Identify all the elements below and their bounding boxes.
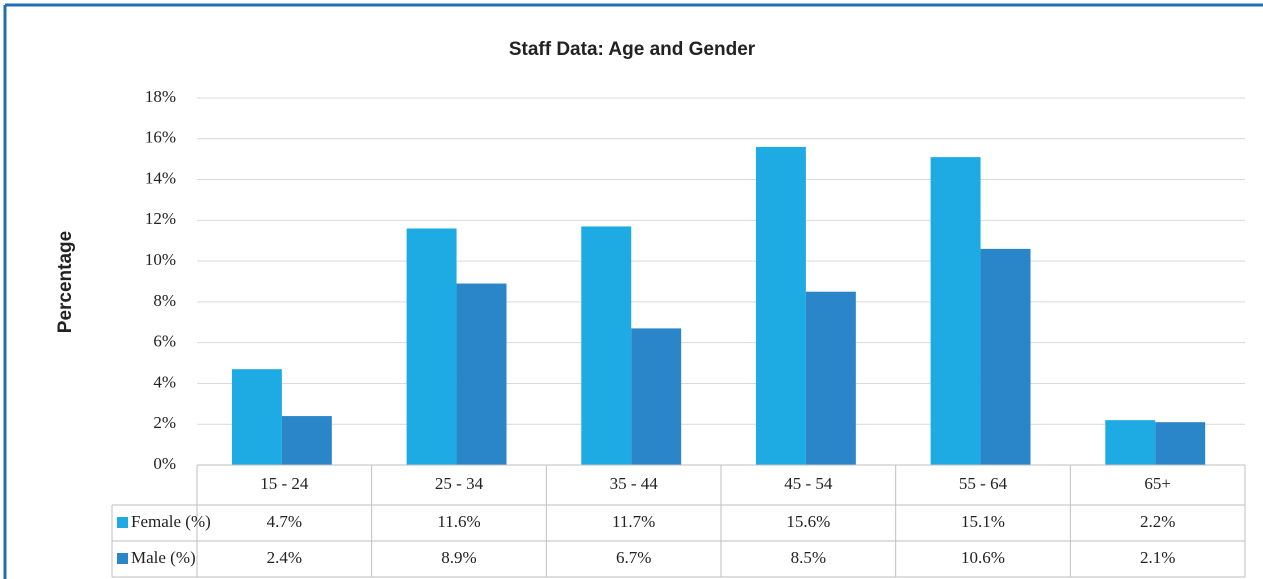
bar <box>1105 420 1156 465</box>
chart-title: Staff Data: Age and Gender <box>509 39 756 60</box>
y-tick-label: 18% <box>145 87 176 106</box>
x-tick-label: 45 - 54 <box>784 474 833 493</box>
x-tick-label: 15 - 24 <box>260 474 309 493</box>
x-tick-label: 65+ <box>1144 474 1171 493</box>
bar <box>1155 422 1206 465</box>
x-tick-label: 55 - 64 <box>959 474 1008 493</box>
y-tick-label: 8% <box>153 291 176 310</box>
y-tick-label: 10% <box>145 250 176 269</box>
bar <box>281 416 332 465</box>
table-cell: 8.5% <box>791 548 826 567</box>
table-cell: 10.6% <box>961 548 1005 567</box>
y-tick-label: 16% <box>145 128 176 147</box>
bar <box>755 146 806 465</box>
table-cell: 11.6% <box>437 512 480 531</box>
y-tick-label: 2% <box>153 413 176 432</box>
bar <box>231 369 282 465</box>
bar <box>805 291 856 465</box>
legend-swatch <box>117 517 128 528</box>
x-tick-label: 35 - 44 <box>610 474 659 493</box>
table-cell: 2.1% <box>1140 548 1175 567</box>
y-tick-label: 0% <box>153 454 176 473</box>
bar <box>631 328 682 465</box>
table-cell: 15.1% <box>961 512 1005 531</box>
table-cell: 4.7% <box>267 512 302 531</box>
bar <box>930 157 981 465</box>
y-tick-label: 12% <box>145 209 176 228</box>
table-cell: 2.4% <box>267 548 302 567</box>
x-tick-label: 25 - 34 <box>435 474 484 493</box>
legend-label: Female (%) <box>131 512 211 531</box>
y-tick-label: 4% <box>153 372 176 391</box>
legend-label: Male (%) <box>131 548 196 567</box>
y-tick-label: 14% <box>145 168 176 187</box>
table-cell: 2.2% <box>1140 512 1175 531</box>
bar <box>581 226 632 465</box>
table-cell: 8.9% <box>441 548 476 567</box>
bar <box>406 228 457 465</box>
y-axis-label: Percentage <box>55 231 76 333</box>
table-cell: 11.7% <box>612 512 655 531</box>
table-cell: 15.6% <box>786 512 830 531</box>
table-cell: 6.7% <box>616 548 651 567</box>
legend-swatch <box>117 553 128 564</box>
bar <box>980 248 1031 465</box>
bar <box>456 283 507 465</box>
y-tick-label: 6% <box>153 332 176 351</box>
